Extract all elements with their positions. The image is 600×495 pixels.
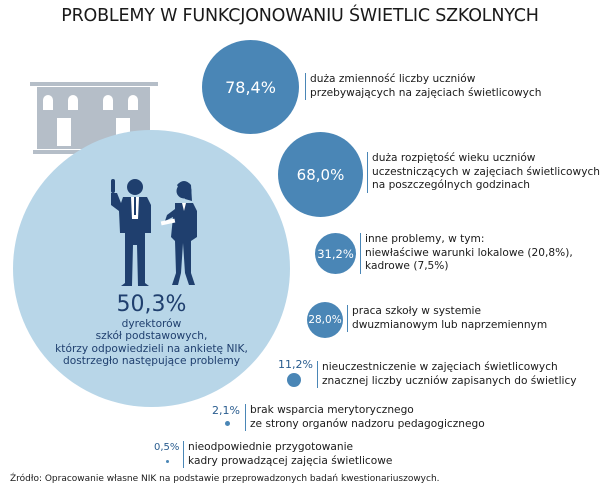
bubble-value: 78,4% bbox=[225, 77, 276, 97]
description-line: nieuczestniczenie w zajęciach świetlicow… bbox=[322, 361, 558, 373]
description-line: dwuzmianowym lub naprzemiennym bbox=[352, 318, 548, 331]
two-people-icon bbox=[111, 179, 197, 286]
summary-circle bbox=[13, 130, 290, 407]
bubble-value: 28,0% bbox=[308, 314, 342, 326]
item-description: brak wsparcia merytorycznego ze strony o… bbox=[245, 404, 485, 431]
summary-line: dostrzegło następujące problemy bbox=[63, 354, 240, 367]
bubble-2-1 bbox=[225, 421, 230, 426]
bubble-28-0: 28,0% bbox=[307, 302, 343, 338]
summary-line: szkół podstawowych, bbox=[95, 330, 208, 343]
description-line: kadry prowadzącej zajęcia świetlicowe bbox=[188, 454, 393, 467]
summary-value: 50,3% bbox=[116, 292, 187, 317]
description-line: duża rozpiętość wieku uczniów bbox=[372, 152, 536, 164]
description-line: uczestniczących w zajęciach świetlicowyc… bbox=[372, 165, 600, 178]
description-line: praca szkoły w systemie bbox=[352, 305, 482, 317]
item-value: 2,1% bbox=[212, 404, 240, 417]
bubble-68-0: 68,0% bbox=[278, 132, 363, 217]
description-line: niewłaściwe warunki lokalowe (20,8%), bbox=[365, 246, 573, 259]
item-description: duża rozpiętość wieku uczniów uczestnicz… bbox=[367, 152, 600, 193]
item-value: 0,5% bbox=[154, 442, 180, 453]
description-line: nieodpowiednie przygotowanie bbox=[188, 441, 354, 453]
description-line: inne problemy, w tym: bbox=[365, 233, 485, 245]
bubble-78-4: 78,4% bbox=[202, 40, 299, 134]
item-description: inne problemy, w tym: niewłaściwe warunk… bbox=[360, 233, 573, 274]
description-line: kadrowe (7,5%) bbox=[365, 260, 449, 272]
description-line: duża zmienność liczby uczniów bbox=[310, 73, 476, 85]
item-value: 11,2% bbox=[278, 358, 313, 371]
description-line: na poszczególnych godzinach bbox=[372, 179, 530, 191]
source-note: Źródło: Opracowanie własne NIK na podsta… bbox=[10, 474, 440, 484]
bubble-0-5 bbox=[166, 460, 169, 463]
item-description: nieuczestniczenie w zajęciach świetlicow… bbox=[317, 361, 577, 388]
bubble-11-2 bbox=[287, 373, 301, 387]
summary-line: dyrektorów bbox=[121, 318, 182, 330]
item-description: praca szkoły w systemie dwuzmianowym lub… bbox=[347, 305, 547, 332]
bubble-31-2: 31,2% bbox=[315, 233, 356, 274]
summary-line: którzy odpowiedzieli na ankietę NIK, bbox=[55, 342, 248, 355]
bubble-value: 68,0% bbox=[296, 165, 345, 184]
description-line: brak wsparcia merytorycznego bbox=[250, 404, 414, 416]
description-line: znacznej liczby uczniów zapisanych do św… bbox=[322, 374, 577, 387]
summary-description: dyrektorów szkół podstawowych, którzy od… bbox=[13, 318, 290, 367]
item-description: nieodpowiednie przygotowanie kadry prowa… bbox=[183, 441, 392, 468]
description-line: przebywających na zajęciach świetlicowyc… bbox=[310, 86, 542, 99]
item-description: duża zmienność liczby uczniów przebywają… bbox=[305, 73, 541, 100]
bubble-value: 31,2% bbox=[317, 246, 354, 261]
description-line: ze strony organów nadzoru pedagogicznego bbox=[250, 417, 485, 430]
page-title: PROBLEMY W FUNKCJONOWANIU ŚWIETLIC SZKOL… bbox=[61, 6, 539, 26]
